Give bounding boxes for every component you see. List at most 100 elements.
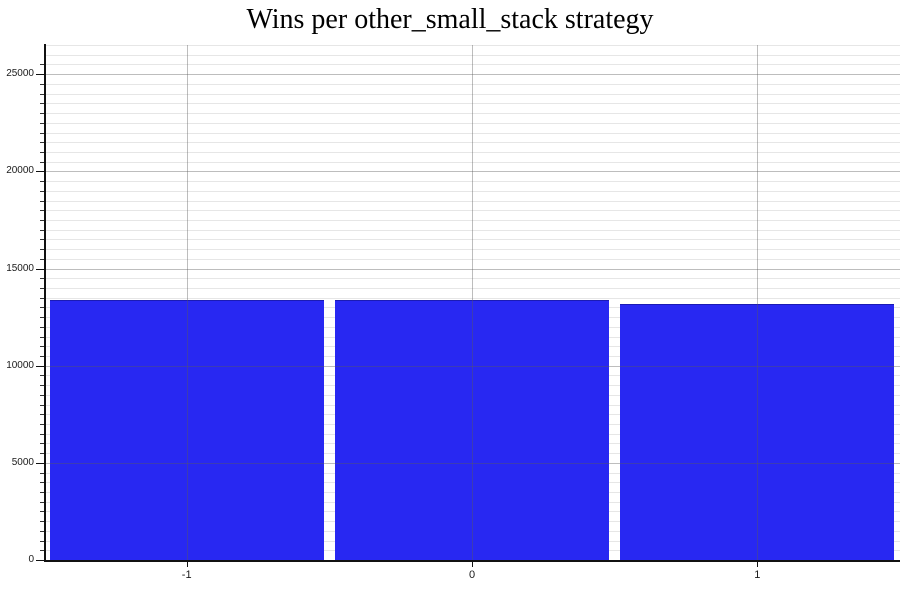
x-tick: [472, 561, 473, 567]
y-minor-tick: [40, 122, 44, 124]
gridline-minor-y: [44, 113, 900, 114]
y-tick: [36, 462, 44, 464]
gridline-minor-y: [44, 287, 900, 289]
y-axis-line: [44, 44, 46, 561]
gridline-minor-y: [44, 210, 900, 212]
y-tick-label: 25000: [6, 68, 34, 80]
y-minor-tick: [40, 443, 44, 445]
y-minor-tick: [40, 249, 44, 251]
gridline-minor-y: [44, 151, 900, 153]
y-minor-tick: [40, 424, 44, 425]
gridline-major-y: [44, 74, 900, 76]
y-tick: [36, 365, 44, 367]
gridline-major-x: [186, 45, 188, 560]
gridline-minor-y: [44, 239, 900, 241]
y-tick: [36, 171, 44, 173]
y-minor-tick: [40, 64, 44, 66]
x-tick: [757, 561, 759, 567]
y-minor-tick: [40, 297, 44, 299]
y-minor-tick: [40, 161, 44, 163]
y-minor-tick: [40, 93, 44, 95]
y-minor-tick: [40, 404, 44, 406]
y-minor-tick: [40, 151, 44, 153]
gridline-major-y: [44, 268, 900, 270]
gridline-minor-y: [44, 142, 900, 144]
y-minor-tick: [40, 433, 44, 435]
gridline-minor-y: [44, 122, 900, 124]
x-axis-line: [44, 560, 900, 562]
y-minor-tick: [40, 530, 44, 532]
y-minor-tick: [40, 317, 44, 319]
x-tick-label: 1: [754, 569, 761, 581]
y-minor-tick: [40, 355, 44, 357]
gridline-minor-y: [44, 93, 900, 95]
gridline-major-y: [44, 462, 900, 464]
y-minor-tick: [40, 219, 44, 221]
y-minor-tick: [40, 550, 44, 552]
gridline-minor-y: [44, 278, 900, 280]
y-minor-tick: [40, 472, 44, 474]
bar: [620, 303, 895, 560]
y-minor-tick: [40, 326, 44, 328]
y-minor-tick: [40, 511, 44, 513]
gridline-minor-y: [44, 161, 900, 163]
gridline-minor-y: [44, 219, 900, 221]
gridline-minor-y: [44, 83, 900, 85]
y-minor-tick: [40, 540, 44, 542]
x-tick: [186, 561, 188, 567]
y-minor-tick: [40, 336, 44, 338]
y-tick-label: 20000: [6, 165, 34, 177]
y-minor-tick: [40, 200, 44, 202]
y-minor-tick: [40, 394, 44, 396]
y-minor-tick: [40, 414, 44, 416]
y-minor-tick: [40, 103, 44, 105]
y-minor-tick: [40, 210, 44, 212]
gridline-minor-y: [44, 64, 900, 66]
gridline-major-x: [757, 45, 759, 560]
gridline-minor-y: [44, 132, 900, 134]
y-minor-tick: [40, 278, 44, 280]
y-minor-tick: [40, 346, 44, 348]
gridline-minor-y: [44, 297, 900, 299]
y-minor-tick: [40, 229, 44, 231]
bar: [49, 299, 324, 560]
y-minor-tick: [40, 521, 44, 523]
y-tick-label: 5000: [11, 456, 34, 468]
x-tick-label: -1: [181, 569, 192, 581]
y-tick-label: 10000: [6, 359, 34, 371]
y-minor-tick: [40, 501, 44, 503]
y-tick-label: 0: [28, 554, 34, 565]
y-tick: [36, 268, 44, 270]
gridline-minor-y: [44, 181, 900, 182]
x-tick-label: 0: [468, 569, 476, 581]
y-tick: [36, 560, 44, 561]
y-minor-tick: [40, 307, 44, 309]
chart-title: Wins per other_small_stack strategy: [246, 4, 654, 35]
y-minor-tick: [40, 492, 44, 493]
gridline-minor-y: [44, 103, 900, 105]
y-minor-tick: [40, 239, 44, 241]
gridline-major-y: [44, 365, 900, 367]
gridline-minor-y: [44, 229, 900, 231]
y-minor-tick: [40, 181, 44, 182]
y-tick: [36, 74, 44, 76]
y-minor-tick: [40, 113, 44, 114]
y-minor-tick: [40, 132, 44, 134]
y-minor-tick: [40, 385, 44, 387]
y-minor-tick: [40, 482, 44, 484]
gridline-minor-y: [44, 54, 900, 56]
gridline-minor-y: [44, 45, 900, 46]
gridline-major-x: [472, 45, 473, 560]
gridline-minor-y: [44, 258, 900, 260]
y-minor-tick: [40, 142, 44, 144]
y-minor-tick: [40, 287, 44, 289]
y-minor-tick: [40, 453, 44, 455]
bar: [335, 299, 609, 560]
gridline-major-y: [44, 171, 900, 173]
y-tick-label: 15000: [6, 262, 34, 274]
gridline-minor-y: [44, 200, 900, 202]
y-minor-tick: [40, 190, 44, 192]
y-minor-tick: [40, 258, 44, 260]
